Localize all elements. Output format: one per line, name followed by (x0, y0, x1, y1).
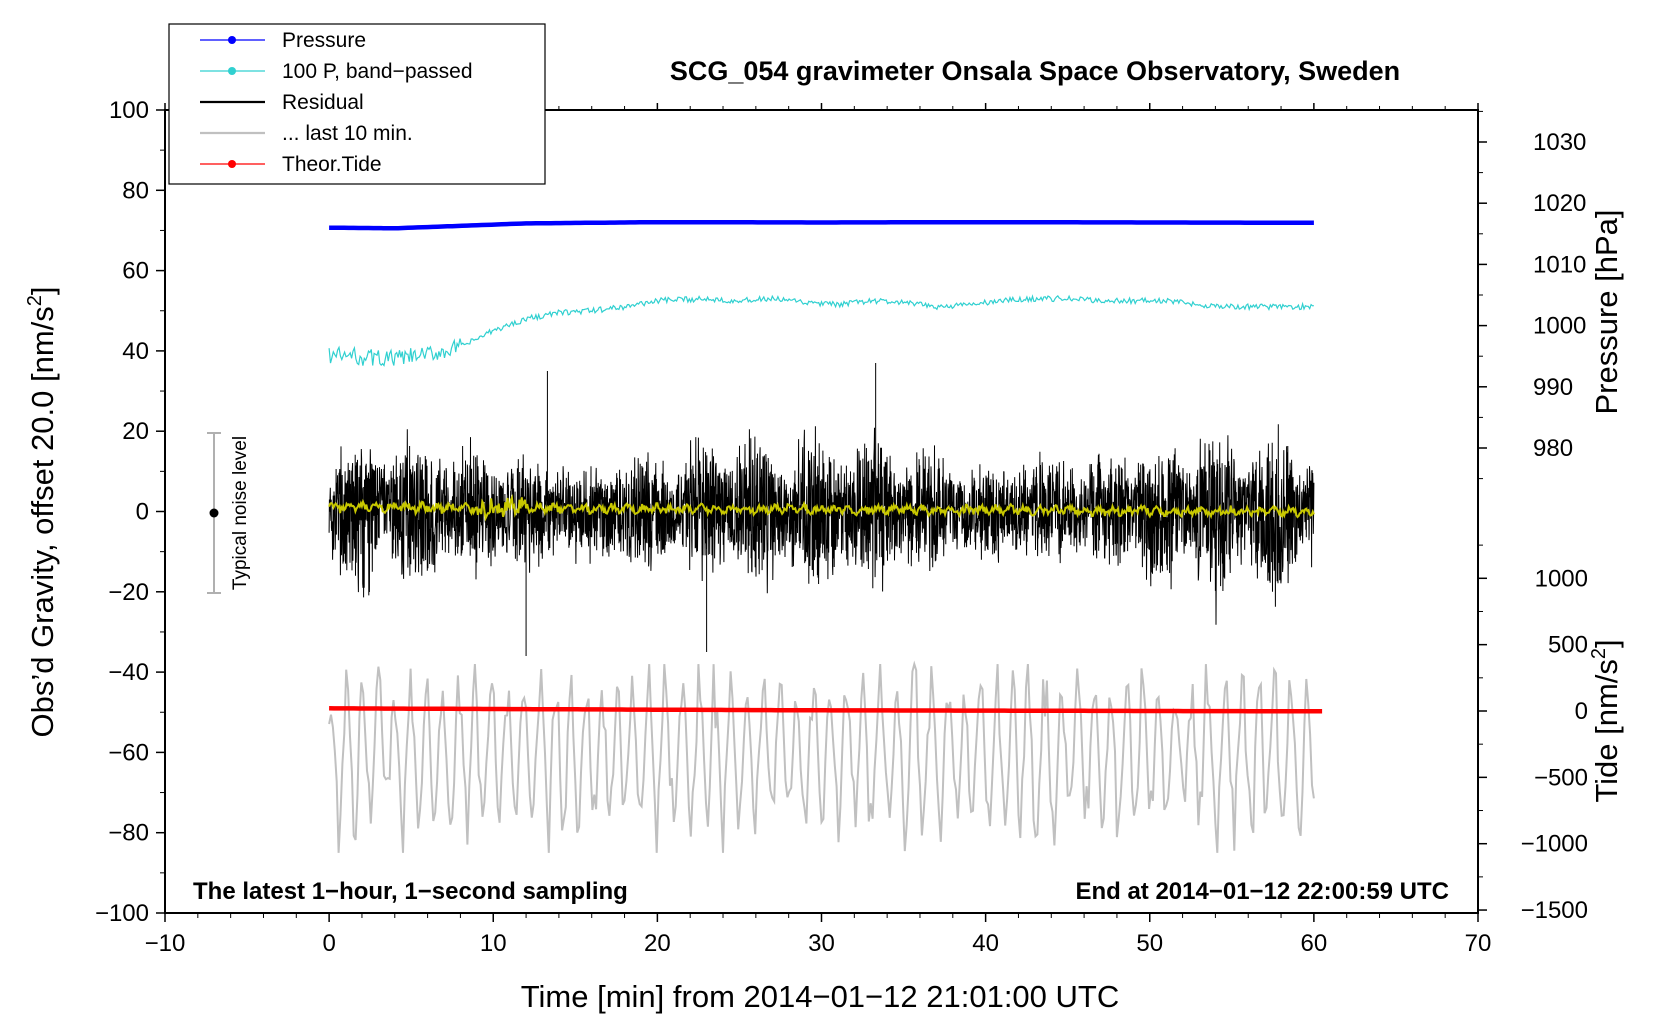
note-end-time: End at 2014−01−12 22:00:59 UTC (1075, 878, 1449, 905)
x-tick-label: 70 (1465, 930, 1492, 957)
series-residual (328, 424, 1315, 625)
legend-label: Theor.Tide (282, 153, 382, 176)
noise-label: Typical noise level (230, 436, 251, 590)
legend-box (168, 23, 546, 185)
y-tick-label-left: −40 (108, 659, 149, 686)
series-theoretical-tide (329, 706, 1323, 714)
legend-item: Residual (200, 91, 364, 114)
y-tick-label-left: 0 (136, 499, 149, 526)
legend-swatch-marker (228, 160, 236, 168)
note-sampling: The latest 1−hour, 1−second sampling (193, 878, 628, 905)
x-tick-label: 0 (322, 930, 335, 957)
series-residual-smoothed (328, 493, 1315, 522)
y-axis-label-left: Obs’d Gravity, offset 20.0 [nm/s2] (24, 286, 60, 737)
x-axis-label: Time [min] from 2014−01−12 21:01:00 UTC (521, 979, 1120, 1014)
axis-ticks: −10 0 10 20 30 40 50 60 70100806040200−20−40−60−… (95, 97, 1588, 957)
y-tick-label-left: −20 (108, 579, 149, 606)
y-tick-label-tide: −1000 (1521, 831, 1588, 858)
y-tick-label-left: 40 (122, 338, 149, 365)
x-tick-label: 10 (480, 930, 507, 957)
series-pressure (329, 219, 1314, 231)
legend-label: 100 P, band−passed (282, 60, 473, 83)
x-tick-label: −10 (145, 930, 186, 957)
y-tick-label-tide: −500 (1534, 764, 1588, 791)
x-tick-label: 50 (1136, 930, 1163, 957)
y-axis-label-tide: Tide [nm/s2] (1588, 639, 1624, 802)
y-tick-label-left: 20 (122, 418, 149, 445)
y-tick-label-left: −80 (108, 820, 149, 847)
y-tick-label-left: 80 (122, 177, 149, 204)
y-tick-label-left: −100 (95, 900, 149, 927)
legend: Pressure 100 P, band−passed Residual ... la… (168, 23, 546, 185)
noise-level-indicator: Typical noise level (207, 432, 251, 594)
y-tick-label-tide: 0 (1575, 698, 1588, 725)
y-tick-label-tide: 1000 (1535, 565, 1588, 592)
y-tick-label-pressure: 990 (1533, 374, 1573, 401)
y-tick-label-tide: 500 (1548, 632, 1588, 659)
legend-label: Residual (282, 91, 364, 114)
chart-title: SCG_054 gravimeter Onsala Space Observat… (670, 56, 1400, 86)
series-band-passed-pressure (328, 294, 1314, 367)
y-tick-label-left: −60 (108, 739, 149, 766)
noise-dot (209, 508, 219, 518)
x-tick-label: 40 (972, 930, 999, 957)
y-tick-label-pressure: 1020 (1533, 190, 1586, 217)
y-axis-label-pressure: Pressure [hPa] (1589, 209, 1624, 414)
x-tick-label: 30 (808, 930, 835, 957)
legend-item: ... last 10 min. (200, 122, 413, 145)
legend-item: Theor.Tide (200, 153, 382, 176)
y-tick-label-pressure: 1030 (1533, 129, 1586, 156)
legend-swatch-marker (228, 67, 236, 75)
y-tick-label-pressure: 1010 (1533, 251, 1586, 278)
legend-label: ... last 10 min. (282, 122, 413, 145)
y-tick-label-left: 60 (122, 258, 149, 285)
x-tick-label: 20 (644, 930, 671, 957)
legend-item: 100 P, band−passed (200, 60, 473, 83)
series-last-10-min (328, 660, 1315, 853)
plot-area (328, 219, 1323, 853)
legend-item: Pressure (200, 29, 366, 52)
y-tick-label-pressure: 1000 (1533, 313, 1586, 340)
legend-label: Pressure (282, 29, 366, 52)
legend-swatch-marker (228, 36, 236, 44)
y-tick-label-left: 100 (109, 97, 149, 124)
y-tick-label-tide: −1500 (1521, 897, 1588, 924)
y-tick-label-pressure: 980 (1533, 435, 1573, 462)
x-tick-label: 60 (1301, 930, 1328, 957)
